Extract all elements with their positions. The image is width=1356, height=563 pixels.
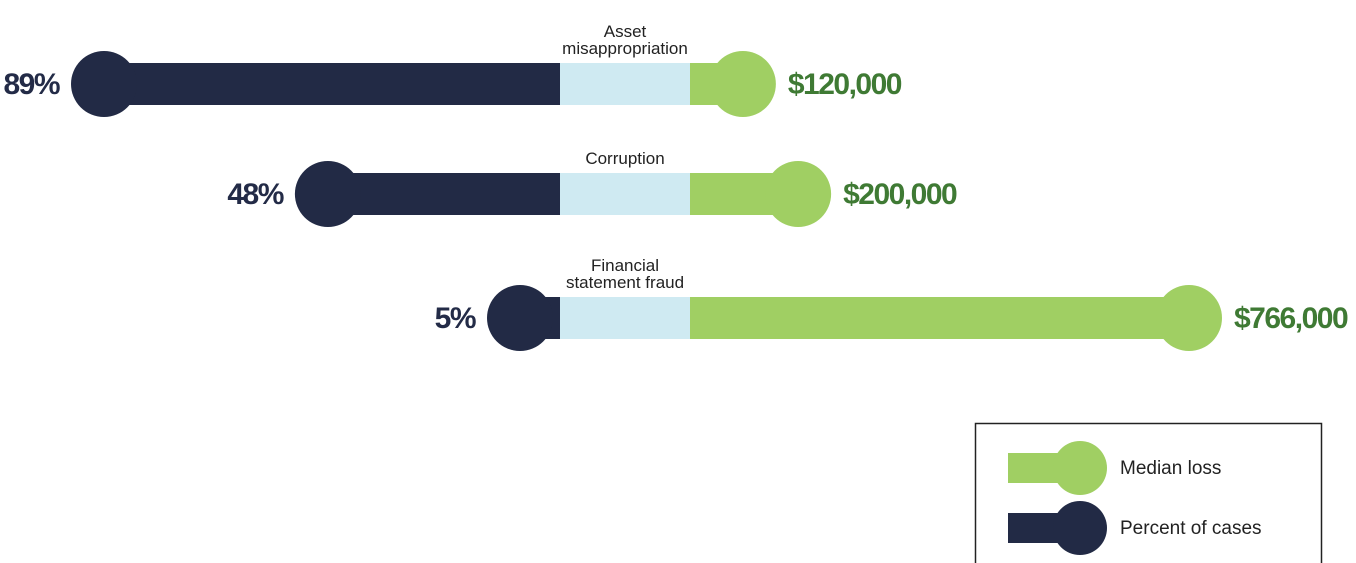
legend-label: Median loss <box>1120 458 1221 479</box>
bar <box>690 297 1189 339</box>
bar <box>104 63 560 105</box>
center-block <box>560 297 690 339</box>
bar-end <box>1156 285 1222 351</box>
bar-end <box>487 285 553 351</box>
bar-end <box>709 51 776 117</box>
value-label: $766,000 <box>1234 302 1348 335</box>
bar-end <box>765 161 832 227</box>
category-label: Corruption <box>585 149 665 168</box>
category-label: Financial statement fraud <box>565 256 685 292</box>
category-label: Asset misappropriation <box>562 22 688 58</box>
center-block <box>560 173 690 215</box>
legend-swatch-end <box>1053 501 1107 555</box>
lollipop <box>71 51 560 117</box>
bar-end <box>71 51 137 117</box>
lollipop <box>690 161 832 227</box>
bar-end <box>294 161 361 227</box>
lollipop <box>487 285 560 351</box>
value-label: $120,000 <box>788 68 902 101</box>
value-label: 48% <box>227 178 283 211</box>
legend-swatch-end <box>1053 441 1107 495</box>
bar <box>327 173 560 215</box>
value-label: $200,000 <box>843 178 957 211</box>
lollipop <box>690 285 1222 351</box>
center-block <box>560 63 690 105</box>
lollipop <box>294 161 560 227</box>
value-label: 5% <box>435 302 476 335</box>
lollipop <box>690 51 776 117</box>
value-label: 89% <box>3 68 59 101</box>
legend-label: Percent of cases <box>1120 518 1262 539</box>
